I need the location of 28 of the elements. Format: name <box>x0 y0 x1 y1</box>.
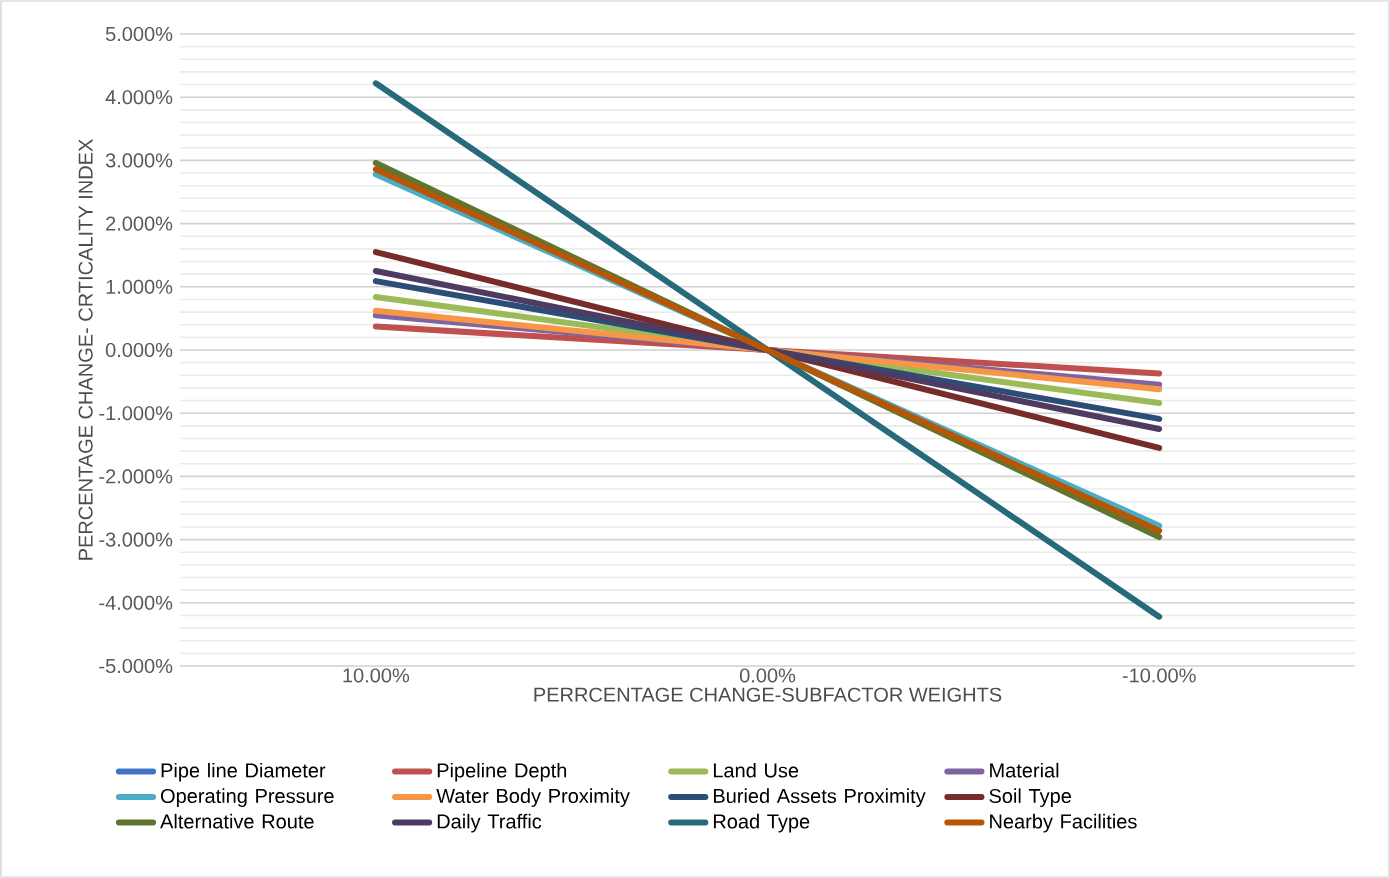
y-tick-label: 0.000% <box>105 342 173 358</box>
x-tick-label: 10.00% <box>343 668 410 683</box>
y-tick-label: -5.000% <box>99 658 173 674</box>
y-axis-title: PERCENTAGE CHANGE- CRTICALITY INDEX <box>78 139 93 560</box>
y-tick-label: 3.000% <box>105 153 173 168</box>
legend-label: Pipe line Diameter <box>161 762 326 782</box>
y-tick-label: 4.000% <box>105 90 173 105</box>
y-tick-label: -3.000% <box>99 532 173 547</box>
legend-label: Road Type <box>713 813 810 833</box>
legend-label: Daily Traffic <box>437 813 542 833</box>
legend-label: Land Use <box>713 762 799 778</box>
legend-label: Operating Pressure <box>160 788 334 807</box>
y-tick-label: -4.000% <box>99 595 173 610</box>
x-tick-label: 0.00% <box>739 668 796 683</box>
x-axis-title: PERRCENTAGE CHANGE-SUBFACTOR WEIGHTS <box>534 687 1002 702</box>
y-tick-label: 1.000% <box>106 279 173 294</box>
legend-label: Nearby Facilities <box>990 813 1137 833</box>
legend-label: Material <box>990 762 1059 778</box>
y-tick-label: -1.000% <box>99 406 173 421</box>
y-tick-label: 2.000% <box>106 216 173 231</box>
x-tick-label: -10.00% <box>1122 668 1196 683</box>
legend-label: Pipeline Depth <box>437 762 567 782</box>
y-tick-label: 5.000% <box>105 26 173 42</box>
legend-label: Water Body Proximity <box>436 788 630 807</box>
legend-label: Alternative Route <box>160 813 314 829</box>
y-tick-label: -2.000% <box>99 469 173 484</box>
legend-label: Buried Assets Proximity <box>713 788 926 807</box>
legend-label: Soil Type <box>989 788 1071 807</box>
